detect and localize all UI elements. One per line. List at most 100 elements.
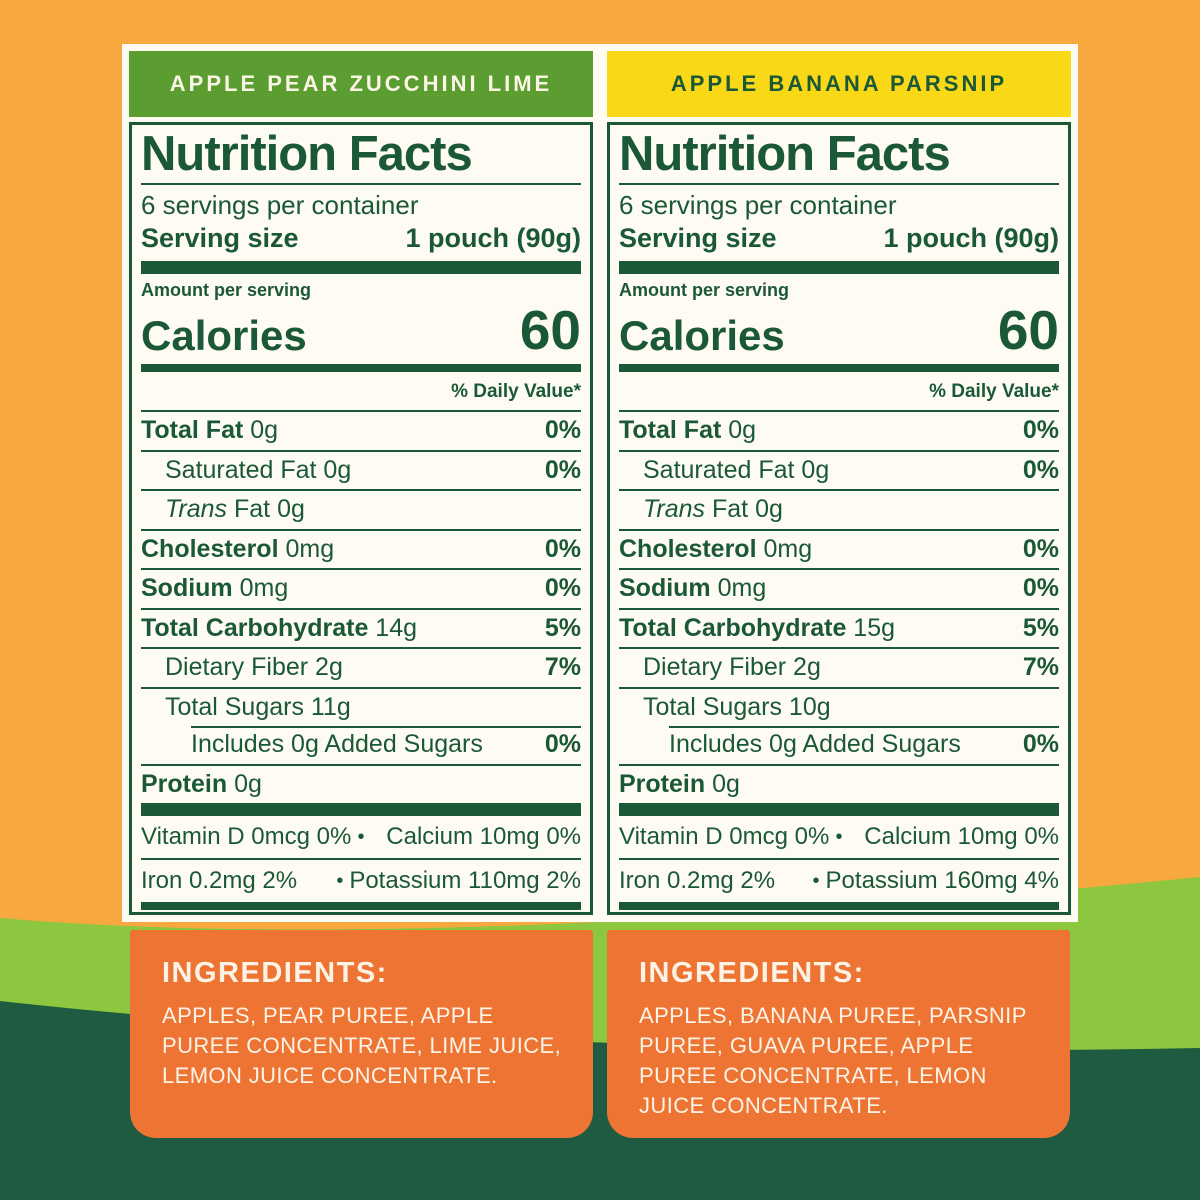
nutrient-name: Total Carbohydrate 14g (141, 613, 418, 642)
ingredients-text: APPLES, PEAR PUREE, APPLE PUREE CONCENTR… (162, 1003, 562, 1088)
nutrient-row-total-fat: Total Fat 0g 0% (141, 412, 581, 450)
servings-per-container: 6 servings per container (141, 189, 419, 220)
thick-divider (141, 803, 581, 817)
amount-per-serving-label: Amount per serving (141, 279, 312, 300)
flavor-name: APPLE PEAR ZUCCHINI LIME (169, 71, 553, 96)
ingredients-title: INGREDIENTS: (162, 957, 388, 989)
calories-row: Calories 60 (141, 301, 581, 364)
nutrient-row-total-carbohydrate: Total Carbohydrate 15g 5% (619, 607, 1059, 648)
nutrition-panel-left: APPLE PEAR ZUCCHINI LIME Nutrition Facts… (122, 44, 600, 922)
nutrient-row-protein: Protein 0g (141, 763, 581, 804)
nutrition-facts-title: Nutrition Facts (619, 127, 1059, 185)
micronutrient-right: Potassium 160mg 4% (825, 867, 1059, 895)
serving-size-row: Serving size 1 pouch (90g) (619, 221, 1059, 261)
nutrient-row-added-sugars: Includes 0g Added Sugars 0% (141, 726, 581, 764)
nutrient-name: Trans Fat 0g (165, 495, 305, 524)
bullet-separator: • (357, 825, 365, 848)
daily-value: 0% (1022, 730, 1059, 759)
nutrient-name: Total Fat 0g (141, 416, 279, 445)
micronutrient-left: Vitamin D 0mcg 0% (619, 823, 830, 851)
nutrient-name: Total Fat 0g (619, 416, 757, 445)
calories-value: 60 (519, 298, 581, 361)
ingredients-box-right: INGREDIENTS: APPLES, BANANA PUREE, PARSN… (607, 930, 1070, 1138)
nutrient-row-saturated-fat: Saturated Fat 0g 0% (141, 449, 581, 490)
nutrient-row-total-sugars: Total Sugars 10g (619, 686, 1059, 727)
nutrient-name: Cholesterol 0mg (141, 534, 335, 563)
micronutrient-left: Vitamin D 0mcg 0% (141, 823, 352, 851)
nutrient-name: Saturated Fat 0g (643, 455, 830, 484)
nutrient-name: Dietary Fiber 2g (165, 653, 343, 682)
flavor-name: APPLE BANANA PARSNIP (670, 71, 1008, 96)
nutrient-name: Cholesterol 0mg (619, 534, 813, 563)
daily-value: 5% (1022, 613, 1059, 642)
nutrient-row-added-sugars: Includes 0g Added Sugars 0% (619, 726, 1059, 764)
bullet-separator: • (835, 825, 843, 848)
nutrient-row-trans-fat: Trans Fat 0g (619, 489, 1059, 529)
serving-size-label: Serving size (619, 222, 777, 253)
daily-value: 7% (1022, 653, 1059, 682)
nutrition-panels-row: APPLE PEAR ZUCCHINI LIME Nutrition Facts… (122, 44, 1078, 922)
daily-value-header: % Daily Value* (141, 372, 581, 413)
bullet-separator: • (812, 869, 820, 892)
daily-value: 0% (1022, 416, 1059, 445)
amount-per-serving-label: Amount per serving (619, 279, 790, 300)
daily-value: 7% (544, 653, 581, 682)
nutrient-name: Protein 0g (619, 769, 740, 798)
micronutrient-row-1: Vitamin D 0mcg 0% • Calcium 10mg 0% (619, 816, 1059, 858)
nutrient-row-cholesterol: Cholesterol 0mg 0% (619, 528, 1059, 569)
nutrient-row-saturated-fat: Saturated Fat 0g 0% (619, 449, 1059, 490)
nutrient-row-dietary-fiber: Dietary Fiber 2g 7% (141, 647, 581, 687)
nutrient-name: Trans Fat 0g (643, 495, 783, 524)
daily-value: 0% (1022, 455, 1059, 484)
nutrient-name: Includes 0g Added Sugars (191, 730, 483, 759)
thick-divider (141, 260, 581, 274)
servings-per-container: 6 servings per container (619, 189, 897, 220)
nutrient-name: Sodium 0mg (141, 574, 289, 603)
ingredients-text: APPLES, BANANA PUREE, PARSNIP PUREE, GUA… (639, 1003, 1027, 1118)
daily-value: 0% (544, 730, 581, 759)
micronutrient-row-2: Iron 0.2mg 2% • Potassium 160mg 4% (619, 858, 1059, 902)
nutrient-row-total-carbohydrate: Total Carbohydrate 14g 5% (141, 607, 581, 648)
daily-value: 0% (544, 416, 581, 445)
nutrition-facts-box-right: Nutrition Facts 6 servings per container… (607, 122, 1071, 915)
micronutrient-left: Iron 0.2mg 2% (619, 867, 776, 895)
micronutrient-right: Potassium 110mg 2% (349, 867, 581, 895)
medium-divider (141, 902, 581, 911)
daily-value: 5% (544, 613, 581, 642)
medium-divider (619, 364, 1059, 373)
nutrient-row-sodium: Sodium 0mg 0% (619, 568, 1059, 608)
micronutrient-right: Calcium 10mg 0% (386, 823, 582, 851)
nutrient-name: Total Sugars 10g (643, 692, 831, 721)
nutrient-name: Total Carbohydrate 15g (619, 613, 896, 642)
calories-label: Calories (141, 312, 307, 360)
ingredients-row: INGREDIENTS: APPLES, PEAR PUREE, APPLE P… (130, 930, 1070, 1138)
daily-value: 0% (544, 534, 581, 563)
medium-divider (619, 902, 1059, 911)
nutrient-name: Protein 0g (141, 769, 262, 798)
micronutrient-row-1: Vitamin D 0mcg 0% • Calcium 10mg 0% (141, 816, 581, 858)
flavor-header-left: APPLE PEAR ZUCCHINI LIME (129, 51, 593, 117)
nutrient-name: Saturated Fat 0g (165, 455, 352, 484)
calories-label: Calories (619, 312, 785, 360)
nutrient-row-trans-fat: Trans Fat 0g (141, 489, 581, 529)
serving-size-row: Serving size 1 pouch (90g) (141, 221, 581, 261)
daily-value-header: % Daily Value* (619, 372, 1059, 413)
bullet-separator: • (336, 869, 344, 892)
nutrition-facts-title: Nutrition Facts (141, 127, 581, 185)
nutrient-row-total-sugars: Total Sugars 11g (141, 686, 581, 727)
micronutrient-row-2: Iron 0.2mg 2% • Potassium 110mg 2% (141, 858, 581, 902)
serving-size-label: Serving size (141, 222, 299, 253)
ingredients-title: INGREDIENTS: (639, 957, 865, 989)
nutrition-panel-right: APPLE BANANA PARSNIP Nutrition Facts 6 s… (600, 44, 1078, 922)
calories-value: 60 (997, 298, 1059, 361)
nutrient-row-dietary-fiber: Dietary Fiber 2g 7% (619, 647, 1059, 687)
micronutrient-left: Iron 0.2mg 2% (141, 867, 298, 895)
daily-value: 0% (544, 574, 581, 603)
daily-value-footnote: * The % Daily Value (DV) tells you how m… (619, 910, 1059, 912)
daily-value: 0% (1022, 574, 1059, 603)
daily-value-footnote: * The % Daily Value (DV) tells you how m… (141, 910, 581, 912)
nutrient-name: Dietary Fiber 2g (643, 653, 821, 682)
calories-row: Calories 60 (619, 301, 1059, 364)
thick-divider (619, 260, 1059, 274)
ingredients-box-left: INGREDIENTS: APPLES, PEAR PUREE, APPLE P… (130, 930, 593, 1138)
